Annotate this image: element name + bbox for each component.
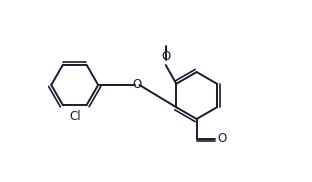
Text: O: O [218,132,227,145]
Text: O: O [161,50,170,63]
Text: Cl: Cl [69,110,80,123]
Text: O: O [133,78,142,92]
